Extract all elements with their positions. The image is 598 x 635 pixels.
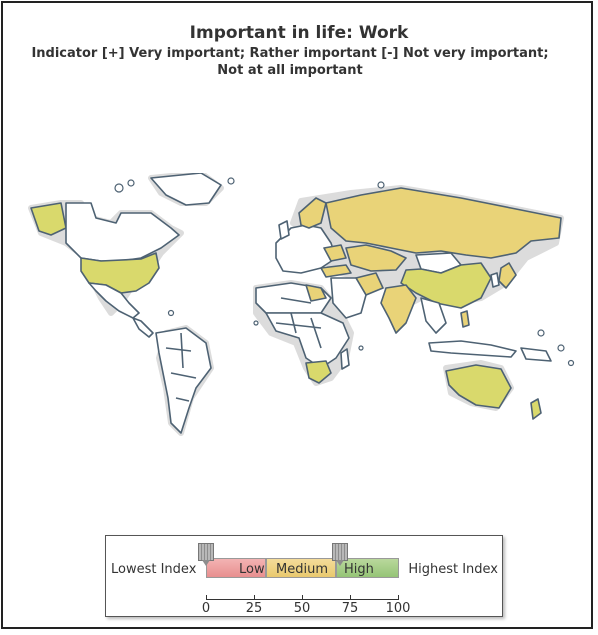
south-america bbox=[155, 327, 212, 434]
mexico bbox=[88, 282, 140, 319]
range-slider-right-handle[interactable] bbox=[332, 543, 349, 566]
united-states bbox=[80, 252, 160, 294]
australia bbox=[445, 364, 512, 409]
greenland bbox=[150, 173, 222, 206]
southeast-asia bbox=[420, 297, 447, 334]
highest-index-label: Highest Index bbox=[408, 562, 498, 577]
south-africa bbox=[305, 360, 332, 384]
egypt bbox=[305, 284, 327, 302]
legend-high-segment bbox=[336, 558, 399, 578]
tick-label-100: 100 bbox=[385, 601, 411, 616]
legend-medium-segment bbox=[266, 558, 336, 578]
legend-high-label: High bbox=[344, 562, 374, 577]
tick-label-75: 75 bbox=[341, 601, 359, 616]
tick-label-25: 25 bbox=[245, 601, 263, 616]
india bbox=[380, 284, 417, 334]
small-islands bbox=[114, 177, 575, 367]
world-map bbox=[28, 173, 575, 436]
papua bbox=[520, 347, 552, 362]
china bbox=[400, 262, 492, 309]
central-america bbox=[132, 317, 154, 338]
legend-axis: 0 25 50 75 100 bbox=[202, 586, 410, 616]
japan bbox=[498, 262, 517, 289]
range-slider-left-handle[interactable] bbox=[198, 543, 214, 566]
subtitle-line-1: Indicator [+] Very important; Rather imp… bbox=[31, 46, 549, 61]
middle-east bbox=[330, 277, 367, 319]
philippines bbox=[460, 310, 470, 328]
africa-central bbox=[265, 312, 350, 369]
new-zealand bbox=[530, 398, 542, 420]
chart-frame: Important in life: Work Indicator [+] Ve… bbox=[1, 1, 593, 629]
indonesia bbox=[428, 340, 517, 358]
ukraine bbox=[323, 244, 347, 262]
lowest-index-label: Lowest Index bbox=[111, 562, 197, 577]
legend: Lowest Index Highest Index Low Medium Hi… bbox=[105, 535, 503, 617]
map-title: Important in life: Work bbox=[189, 23, 409, 43]
kazakhstan bbox=[345, 244, 407, 272]
korea bbox=[490, 272, 500, 288]
turkey bbox=[320, 264, 352, 278]
russia bbox=[325, 187, 562, 259]
subtitle-line-2: Not at all important bbox=[217, 63, 363, 78]
axis-tick bbox=[398, 595, 399, 600]
legend-low-label: Low bbox=[239, 562, 265, 577]
scandinavia bbox=[298, 197, 327, 229]
axis-tick bbox=[206, 595, 207, 600]
uk bbox=[278, 220, 290, 240]
axis-tick bbox=[254, 595, 255, 600]
legend-medium-label: Medium bbox=[276, 562, 328, 577]
map-subtitle: Indicator [+] Very important; Rather imp… bbox=[3, 45, 577, 79]
madagascar bbox=[340, 348, 350, 370]
tick-label-0: 0 bbox=[201, 601, 211, 616]
tick-label-50: 50 bbox=[293, 601, 311, 616]
axis-tick bbox=[350, 595, 351, 600]
axis-tick bbox=[302, 595, 303, 600]
alaska bbox=[30, 202, 67, 236]
legend-low-segment bbox=[206, 558, 266, 578]
